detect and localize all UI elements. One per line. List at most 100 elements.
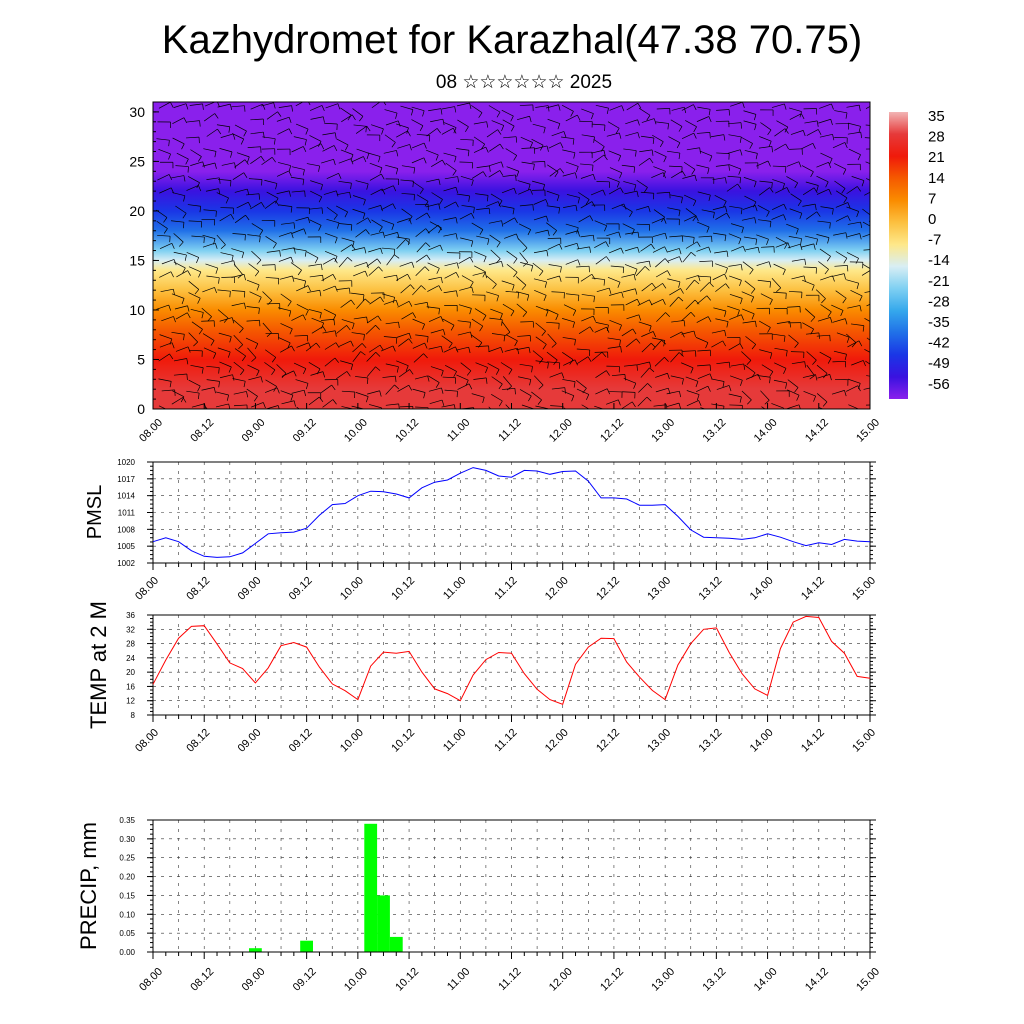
wind-barb-feather [754,205,758,212]
wind-barb-feather [859,295,863,302]
wind-barb-feather [542,184,545,191]
wind-barb-feather [547,362,549,369]
wind-barb [442,376,456,379]
wind-barb-feather [514,340,518,347]
wind-barb [336,191,350,196]
wind-barb-feather [768,141,772,147]
wind-barb [323,308,336,316]
wind-barb-feather [322,116,325,123]
wind-barb [186,136,200,139]
wind-barb [251,250,262,261]
wind-barb-feather [873,368,876,373]
wind-barb [681,104,694,111]
wind-barb-feather [829,374,832,381]
wind-barb [832,318,846,323]
wind-barb [520,136,533,143]
wind-barb [815,289,826,299]
wind-barb-feather [499,143,504,150]
wind-barb [382,375,396,378]
wind-barb [699,260,713,262]
wind-barb [368,266,379,276]
wind-barb [277,162,291,166]
wind-barb [233,319,244,329]
wind-barb [772,179,785,184]
wind-barb [789,113,802,120]
wind-barb [352,195,366,200]
wind-barb-feather [500,313,503,320]
wind-barb-feather [592,174,596,181]
wind-barb [576,388,589,395]
colorbar-label: -14 [928,252,950,269]
wind-barb-feather [649,157,654,164]
wind-barb [189,103,203,106]
wind-barb-feather [393,185,397,192]
wind-barb-feather [694,175,697,182]
wind-barb [202,287,215,293]
y-tick-label: 32 [126,625,135,634]
wind-barb-feather [723,406,725,409]
wind-barb [862,221,870,227]
wind-barb-feather [544,281,547,288]
wind-barb-feather [873,325,876,330]
wind-barb-feather [231,317,235,324]
wind-barb [279,275,293,280]
wind-barb [385,384,395,395]
wind-barb-feather [436,268,440,274]
wind-barb [261,157,273,166]
wind-barb [801,165,814,172]
wind-barb-feather [785,350,788,357]
wind-barb [336,371,348,380]
wind-barb-feather [540,145,544,151]
wind-barb [234,348,246,357]
wind-barb [308,362,321,370]
wind-barb-feather [515,136,518,143]
wind-barb [653,166,666,172]
wind-barb-feather [227,351,231,358]
wind-barb-feather [290,395,294,401]
wind-barb-feather [696,241,701,248]
wind-barb-feather [478,417,482,421]
wind-barb-feather [471,240,474,247]
wind-barb-feather [693,126,697,133]
wind-barb [847,378,861,384]
wind-barb [772,333,786,337]
wind-barb-feather [435,382,440,388]
wind-barb-feather [749,143,753,149]
wind-barb [489,143,501,152]
wind-barb-feather [738,168,742,175]
wind-barb [355,180,369,185]
wind-barb-feather [315,342,321,348]
precip-bar [249,948,262,952]
wind-barb [625,298,638,306]
wind-barb [728,343,741,351]
wind-barb [443,346,456,353]
wind-barb [669,194,683,198]
wind-barb [219,361,232,368]
wind-barb-feather [352,323,355,330]
wind-barb [788,291,802,293]
wind-barb-feather [743,363,746,370]
wind-barb [669,165,683,168]
x-tick-label: 11.00 [445,966,472,993]
wind-barb-feather [163,217,168,223]
wind-barb [296,406,300,409]
wind-barb-feather [456,262,459,269]
wind-barb-feather [754,217,757,224]
wind-barb-feather [528,395,532,402]
wind-barb [491,120,504,126]
wind-barb-feather [799,244,803,251]
colorbar-label: 35 [928,108,945,125]
wind-barb-feather [291,232,294,239]
wind-barb [851,360,864,366]
wind-barb [834,180,846,189]
wind-barb [696,116,709,122]
wind-barb [459,286,472,291]
wind-barb [206,365,220,368]
wind-barb-feather [824,269,829,275]
wind-barb [231,302,245,307]
wind-barb [471,393,485,398]
wind-barb [864,317,870,322]
wind-barb [774,362,787,369]
wind-barb-feather [322,275,324,282]
wind-barb [561,104,574,112]
